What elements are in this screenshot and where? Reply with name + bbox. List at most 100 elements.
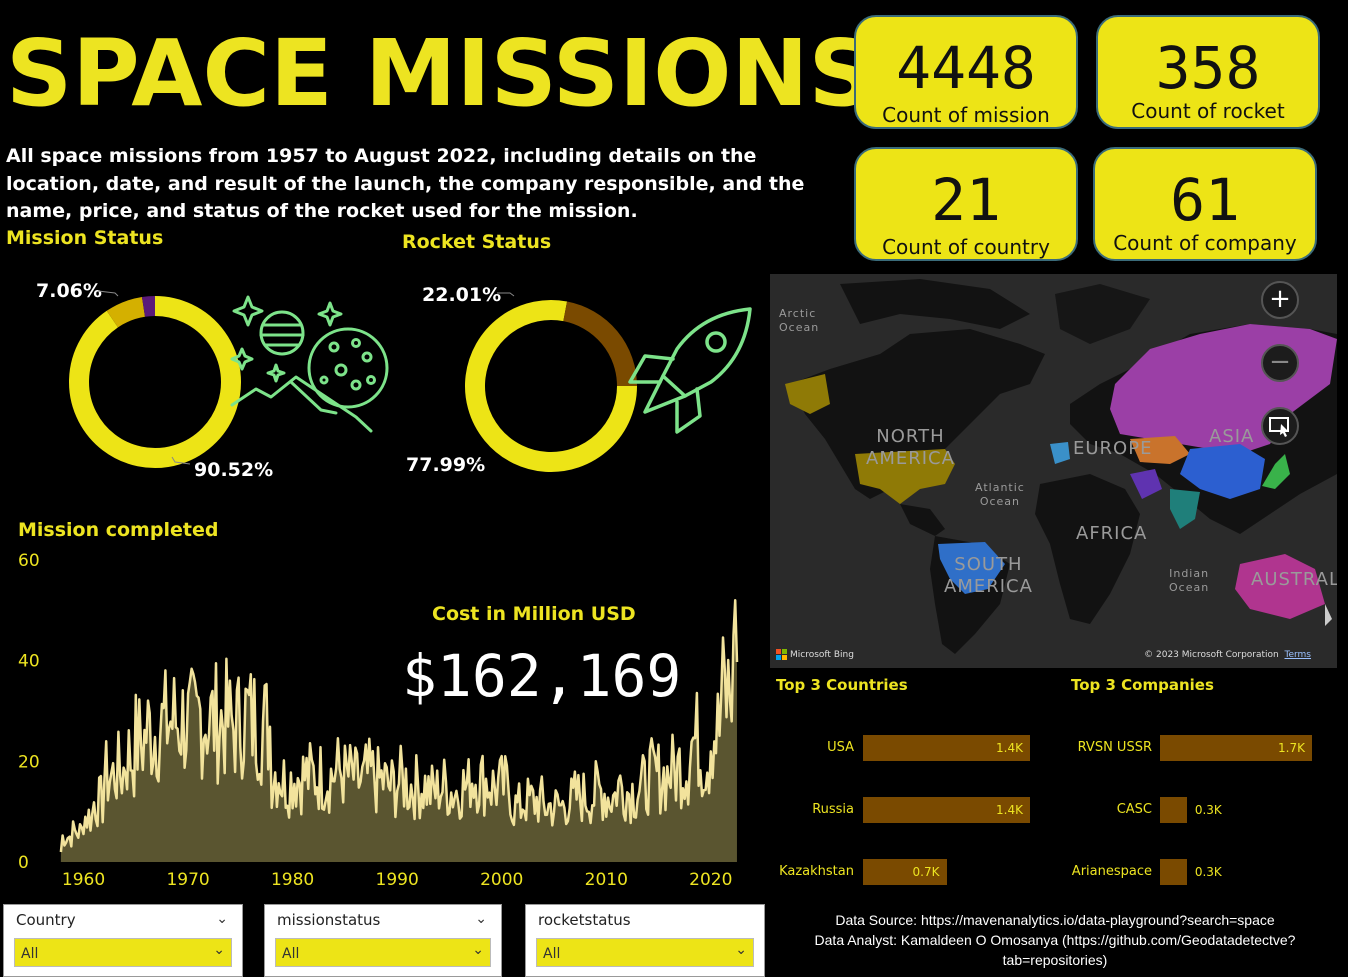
zoom-in-button[interactable]: + <box>1261 281 1299 319</box>
mission-status-small-pct: 7.06% <box>36 280 102 302</box>
kpi-label: Count of company <box>1113 231 1297 255</box>
data-source: Data Source: https://mavenanalytics.io/d… <box>835 912 1275 928</box>
rocketstatus-dropdown[interactable]: All ⌄ <box>536 938 754 967</box>
bar[interactable] <box>863 797 1030 823</box>
terms-link[interactable]: Terms <box>1284 650 1311 660</box>
bing-label: Microsoft Bing <box>790 649 854 660</box>
mission-completed-title: Mission completed <box>18 519 219 541</box>
area-fill <box>60 600 738 862</box>
donut-slice-1[interactable] <box>562 301 637 387</box>
kpi-value: 61 <box>1170 166 1240 234</box>
x-tick-label: 2010 <box>585 870 628 890</box>
chevron-down-icon[interactable]: ⌄ <box>475 911 487 927</box>
y-tick-label: 0 <box>18 853 29 873</box>
slicer-label: missionstatus <box>277 911 381 929</box>
rocketstatus-slicer[interactable]: rocketstatus All ⌄ <box>525 904 765 977</box>
planets-neon-icon <box>230 295 389 433</box>
leader-lines <box>97 290 191 465</box>
rocket-neon-icon <box>628 307 752 434</box>
map-label-arctic: Arctic Ocean <box>779 307 820 334</box>
chevron-down-icon: ⌄ <box>472 942 484 958</box>
country-dropdown[interactable]: All ⌄ <box>14 938 232 967</box>
donut-slice-0[interactable] <box>465 300 637 472</box>
kpi-company-count[interactable]: 61 Count of company <box>1093 147 1317 261</box>
kpi-label: Count of rocket <box>1131 99 1285 123</box>
bar-label: CASC <box>1116 802 1152 817</box>
kpi-mission-count[interactable]: 4448 Count of mission <box>854 15 1078 129</box>
rocket-status-large-pct: 77.99% <box>406 454 486 476</box>
bar-label: Russia <box>812 802 854 817</box>
kpi-country-count[interactable]: 21 Count of country <box>854 147 1078 261</box>
mission-line[interactable] <box>59 599 739 853</box>
map-label-africa: AFRICA <box>1076 523 1148 544</box>
top-companies-title: Top 3 Companies <box>1071 676 1214 694</box>
x-tick-label: 1990 <box>376 870 419 890</box>
footer-credits: Data Source: https://mavenanalytics.io/d… <box>770 910 1340 970</box>
bar-value-label: 0.7K <box>912 865 940 879</box>
x-tick-label: 2000 <box>480 870 523 890</box>
mission-status-title: Mission Status <box>6 227 164 249</box>
bar[interactable] <box>1160 859 1187 885</box>
map-label-north-america: NORTH AMERICA <box>866 426 955 469</box>
copyright-label: © 2023 Microsoft Corporation <box>1144 650 1279 660</box>
top-countries-title: Top 3 Countries <box>776 676 908 694</box>
y-tick-label: 40 <box>18 652 40 672</box>
donut-slice-2[interactable] <box>141 296 156 317</box>
x-tick-label: 1960 <box>62 870 105 890</box>
bar[interactable] <box>1160 735 1312 761</box>
cost-value: $162,169 <box>402 642 682 710</box>
bar[interactable] <box>863 859 947 885</box>
map-copyright: © 2023 Microsoft Corporation Terms <box>1144 650 1311 660</box>
bar-label: Kazakhstan <box>779 864 854 879</box>
bar-value-label: 1.4K <box>996 803 1023 817</box>
missionstatus-dropdown[interactable]: All ⌄ <box>275 938 491 967</box>
x-tick-label: 2020 <box>689 870 732 890</box>
bar-label: RVSN USSR <box>1077 740 1152 755</box>
bar[interactable] <box>863 735 1030 761</box>
dropdown-value: All <box>21 946 39 962</box>
world-map[interactable]: Arctic Ocean NORTH AMERICA EUROPE ASIA A… <box>770 274 1337 668</box>
missionstatus-slicer[interactable]: missionstatus ⌄ All ⌄ <box>264 904 502 977</box>
microsoft-logo-icon <box>776 649 787 660</box>
country-slicer[interactable]: Country ⌄ All ⌄ <box>3 904 243 977</box>
slicer-label: rocketstatus <box>538 911 631 929</box>
donut-slice-0[interactable] <box>69 296 241 468</box>
x-tick-label: 1980 <box>271 870 314 890</box>
map-label-asia: ASIA <box>1209 426 1255 447</box>
mission-completed-chart[interactable]: 0 20 40 60 1960 1970 1980 1990 2000 2010 2020 <box>0 540 760 900</box>
cost-title: Cost in Million USD <box>432 603 636 625</box>
kpi-label: Count of mission <box>882 103 1050 127</box>
x-tick-label: 1970 <box>166 870 209 890</box>
slicer-label: Country <box>16 911 76 929</box>
map-label-atlantic: Atlantic Ocean <box>975 481 1025 508</box>
chevron-down-icon[interactable]: ⌄ <box>216 911 228 927</box>
zoom-out-button[interactable]: − <box>1261 344 1299 382</box>
y-tick-label: 60 <box>18 551 40 571</box>
bar-value-label: 1.4K <box>996 741 1023 755</box>
rocket-status-title: Rocket Status <box>402 231 552 253</box>
leader-lines-rocket <box>475 292 515 464</box>
mission-status-large-pct: 90.52% <box>194 459 274 481</box>
kpi-label: Count of country <box>882 235 1050 259</box>
select-region-icon[interactable] <box>1261 407 1299 445</box>
map-label-europe: EUROPE <box>1073 438 1153 459</box>
kpi-rocket-count[interactable]: 358 Count of rocket <box>1096 15 1320 129</box>
data-analyst: Data Analyst: Kamaldeen O Omosanya (http… <box>814 932 1296 948</box>
bar-value-label: 0.3K <box>1194 803 1222 817</box>
rocket-status-small-pct: 22.01% <box>422 284 502 306</box>
bar-value-label: 1.7K <box>1278 741 1305 755</box>
y-tick-label: 20 <box>18 752 40 772</box>
dropdown-value: All <box>282 946 300 962</box>
donut-slice-1[interactable] <box>106 296 146 328</box>
kpi-value: 4448 <box>896 34 1036 102</box>
rocket-status-donut[interactable] <box>451 286 651 486</box>
map-label-indian: Indian Ocean <box>1169 567 1210 594</box>
bar-label: USA <box>827 740 854 755</box>
bar[interactable] <box>1160 797 1187 823</box>
dropdown-value: All <box>543 946 561 962</box>
page-description: All space missions from 1957 to August 2… <box>6 145 805 222</box>
data-analyst-cont: tab=repositories) <box>1002 952 1108 968</box>
kpi-value: 21 <box>931 166 1001 234</box>
map-label-south-america: SOUTH AMERICA <box>944 554 1033 597</box>
mission-status-donut[interactable] <box>55 282 255 482</box>
